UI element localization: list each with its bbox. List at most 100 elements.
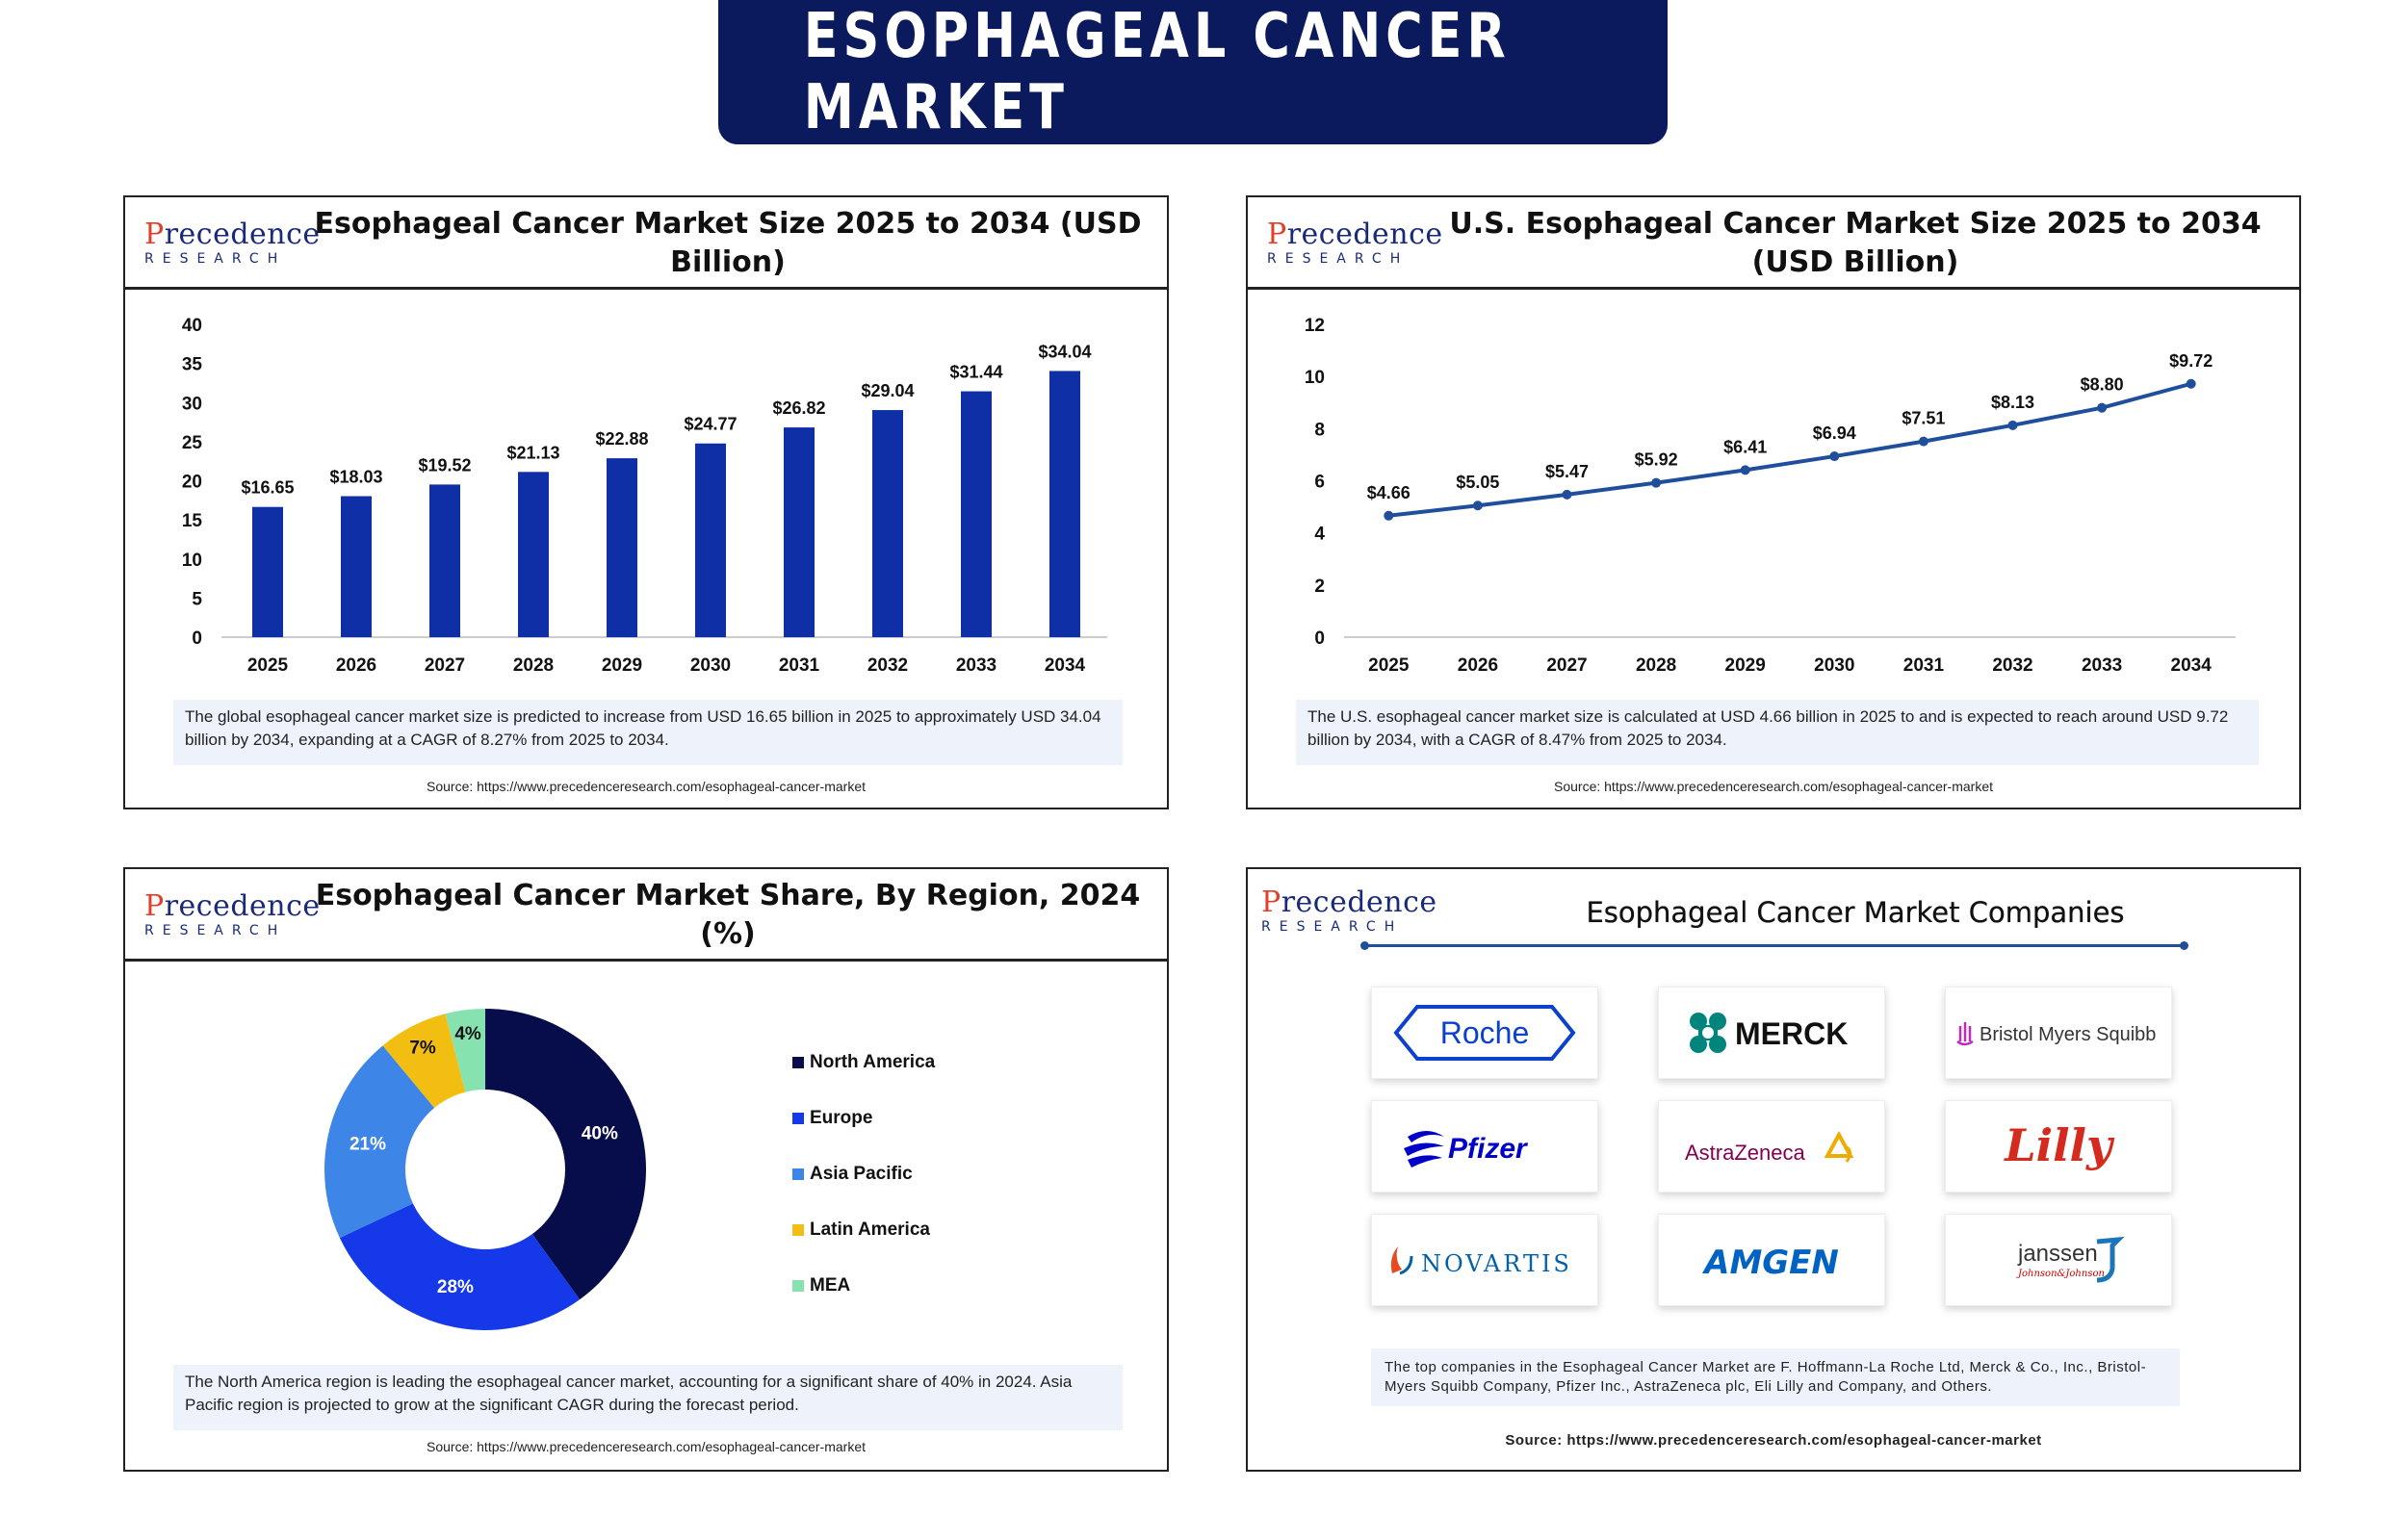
chart-description: The U.S. esophageal cancer market size i… (1296, 700, 2259, 765)
svg-text:MERCK: MERCK (1735, 1016, 1848, 1051)
amgen-logo: AMGEN (1701, 1244, 1839, 1282)
x-tick-label: 2031 (1903, 655, 1945, 676)
x-tick-label: 2027 (425, 655, 465, 676)
y-tick-label: 6 (1314, 473, 1325, 493)
bar (1049, 371, 1080, 637)
panel-header: Precedence RESEARCH Esophageal Cancer Ma… (1248, 869, 2299, 962)
legend-item: Asia Pacific (792, 1146, 935, 1202)
point-data-label: $5.05 (1456, 473, 1499, 492)
source-text: Source: https://www.precedenceresearch.c… (427, 779, 866, 794)
line-point (1472, 500, 1483, 511)
bar (607, 458, 637, 637)
precedence-logo: Precedence RESEARCH (1261, 886, 1437, 936)
legend-swatch (792, 1224, 804, 1236)
companies-panel: Precedence RESEARCH Esophageal Cancer Ma… (1246, 867, 2301, 1472)
bar (784, 427, 815, 637)
line-point (1829, 451, 1840, 462)
global-bar-chart: 0510152025303540$16.652025$18.032026$19.… (182, 316, 1107, 676)
legend-swatch (792, 1280, 804, 1292)
x-tick-label: 2033 (956, 655, 996, 676)
line-point (1740, 465, 1750, 475)
y-tick-label: 10 (1305, 368, 1325, 388)
janssen-logo: janssen Johnson&Johnson (2016, 1236, 2125, 1283)
precedence-logo: Precedence RESEARCH (144, 889, 321, 939)
x-tick-label: 2033 (2082, 655, 2122, 676)
legend-label: Europe (810, 1108, 873, 1128)
slice-data-label: 28% (437, 1277, 474, 1297)
x-tick-label: 2025 (1368, 655, 1410, 676)
y-tick-label: 40 (182, 316, 202, 336)
legend-item: Latin America (792, 1202, 935, 1258)
y-tick-label: 10 (182, 551, 202, 571)
source-text: Source: https://www.precedenceresearch.c… (1554, 779, 1993, 794)
novartis-logo-card: NOVARTIS (1371, 1214, 1598, 1306)
merck-logo: MERCK (1690, 1013, 1848, 1053)
svg-text:Roche: Roche (1440, 1015, 1530, 1050)
point-data-label: $4.66 (1367, 483, 1411, 502)
y-tick-label: 0 (1314, 629, 1325, 649)
panel-header: Precedence RESEARCH Esophageal Cancer Ma… (125, 197, 1167, 290)
janssen-logo-card: janssen Johnson&Johnson (1945, 1214, 2172, 1306)
x-tick-label: 2025 (247, 655, 289, 676)
point-data-label: $7.51 (1902, 409, 1945, 428)
bar-data-label: $22.88 (595, 429, 648, 449)
bar-data-label: $16.65 (241, 478, 294, 498)
y-tick-label: 0 (192, 629, 202, 649)
us-line-chart: 0 2 4 6 8 10 12 $4.66 2025 $5.05 2026 $5.47 2027 $5.9… (1305, 316, 2236, 676)
y-tick-label: 5 (192, 589, 202, 609)
x-tick-label: 2032 (1992, 655, 2032, 676)
line-point (2186, 378, 2196, 389)
merck-logo-card: MERCK (1658, 987, 1885, 1079)
legend-swatch (792, 1057, 804, 1068)
pfizer-logo-card: Pfizer (1371, 1100, 1598, 1193)
donut-slice (324, 1045, 435, 1239)
bar-data-label: $34.04 (1038, 342, 1091, 361)
svg-text:Pfizer: Pfizer (1448, 1133, 1529, 1165)
source-text: Source: https://www.precedenceresearch.c… (427, 1439, 866, 1454)
svg-text:Johnson&Johnson: Johnson&Johnson (2016, 1269, 2105, 1279)
bar-data-label: $26.82 (772, 398, 825, 418)
lilly-logo: Lilly (2003, 1119, 2115, 1171)
legend-swatch (792, 1168, 804, 1180)
x-tick-label: 2029 (1725, 655, 1766, 676)
slice-data-label: 21% (349, 1135, 386, 1155)
legend-item: Europe (792, 1091, 935, 1146)
bar (695, 443, 726, 637)
panel-title-line2: (USD Billion) (1751, 245, 1959, 279)
x-tick-label: 2028 (513, 655, 554, 676)
x-tick-label: 2026 (336, 655, 376, 676)
slice-data-label: 7% (409, 1039, 436, 1059)
bar-data-label: $21.13 (506, 443, 559, 462)
astrazeneca-logo-card: AstraZeneca (1658, 1100, 1885, 1193)
x-tick-label: 2029 (602, 655, 642, 676)
panel-title: Esophageal Cancer Market Size 2025 to 20… (314, 207, 1142, 279)
bar-data-label: $24.77 (684, 415, 737, 434)
line-point (2097, 402, 2108, 413)
slice-data-label: 4% (454, 1024, 481, 1044)
title-divider (1360, 941, 2188, 950)
bar-data-label: $18.03 (329, 468, 382, 487)
astrazeneca-logo: AstraZeneca (1685, 1130, 1854, 1165)
legend-label: North America (810, 1052, 936, 1072)
region-share-panel: Precedence RESEARCH Esophageal Cancer Ma… (123, 867, 1169, 1472)
point-data-label: $5.47 (1545, 462, 1589, 481)
x-tick-label: 2027 (1546, 655, 1587, 676)
svg-text:Bristol Myers Squibb: Bristol Myers Squibb (1980, 1024, 2156, 1045)
pfizer-logo: Pfizer (1404, 1131, 1529, 1168)
line-point (2007, 420, 2018, 430)
svg-text:Lilly: Lilly (2003, 1119, 2115, 1171)
y-tick-label: 15 (182, 511, 203, 531)
point-data-label: $5.92 (1635, 450, 1678, 470)
donut-slice (445, 1009, 485, 1092)
x-tick-label: 2032 (867, 655, 908, 676)
slice-data-label: 40% (582, 1123, 618, 1143)
bar-data-label: $31.44 (949, 363, 1002, 382)
panel-title-line1: U.S. Esophageal Cancer Market Size 2025 … (1449, 207, 2262, 241)
svg-text:AMGEN: AMGEN (1701, 1244, 1839, 1282)
point-data-label: $6.94 (1813, 424, 1856, 443)
point-data-label: $8.13 (1991, 393, 2034, 412)
x-tick-label: 2030 (690, 655, 731, 676)
svg-text:AstraZeneca: AstraZeneca (1685, 1141, 1805, 1165)
bms-logo: Bristol Myers Squibb (1956, 1022, 2156, 1046)
chart-description: The global esophageal cancer market size… (173, 700, 1123, 765)
